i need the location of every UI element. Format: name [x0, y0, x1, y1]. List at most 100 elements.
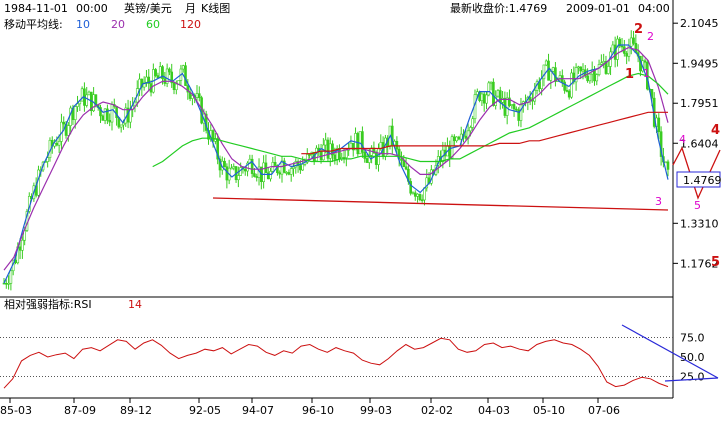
- rsi-tick-label: 50.0: [680, 351, 705, 364]
- chart-header: 1984-11-01 00:00 英镑/美元 月 K线图 最新收盘价:1.476…: [4, 1, 670, 15]
- last-price-marker: 1.4769: [676, 171, 722, 188]
- candlestick: [554, 62, 557, 87]
- candlestick: [413, 190, 417, 201]
- candlestick: [482, 91, 486, 112]
- chart-period: 月: [185, 2, 196, 15]
- candlestick: [609, 47, 612, 76]
- candlestick: [237, 166, 240, 188]
- rsi-legend-period: 14: [128, 298, 142, 311]
- candlestick: [243, 167, 247, 176]
- rsi-series: [3, 337, 669, 389]
- wave-label-red-4: 4: [711, 123, 720, 138]
- candlestick: [515, 106, 518, 112]
- time-tick-label: 87-09: [64, 404, 96, 417]
- candlestick: [57, 134, 61, 153]
- candlestick: [508, 89, 511, 108]
- rsi-tick-label: 25.0: [680, 371, 705, 384]
- candlestick: [85, 86, 89, 108]
- candlestick: [377, 143, 380, 172]
- time-tick-label: 85-03: [0, 404, 32, 417]
- candlestick: [423, 187, 426, 206]
- candlestick: [519, 97, 523, 128]
- candlestick: [87, 90, 91, 96]
- candlestick: [108, 113, 111, 127]
- candlestick: [90, 91, 93, 116]
- candlestick: [466, 123, 470, 145]
- rsi-triangle-trendlines: [621, 324, 719, 382]
- candlestick: [170, 63, 174, 88]
- price-y-axis: 2.1045 1.9495 1.7951 1.6404 1.3310 1.1762: [673, 17, 719, 270]
- time-tick-label: 05-10: [533, 404, 565, 417]
- candlestick: [345, 148, 348, 167]
- candlestick: [260, 166, 263, 190]
- time-tick-label: 92-05: [189, 404, 221, 417]
- candlestick: [411, 191, 415, 195]
- candlestick: [351, 142, 355, 157]
- candlestick: [533, 82, 537, 105]
- ma-legend: 移动平均线: 10 20 60 120: [4, 17, 201, 31]
- candlestick: [494, 90, 497, 110]
- candlestick: [356, 131, 360, 157]
- candlestick: [172, 81, 176, 95]
- candlestick: [503, 91, 507, 119]
- candlestick: [7, 275, 10, 290]
- candlestick: [69, 105, 72, 135]
- candlestick: [400, 151, 403, 168]
- candlestick: [604, 55, 608, 75]
- start-date: 1984-11-01: [4, 2, 68, 15]
- candlestick: [340, 152, 344, 161]
- ma-line-20: [3, 46, 669, 271]
- candlestick: [67, 122, 70, 142]
- wave-labels: 2 1 4 5 2 1 4 3 5: [625, 22, 720, 270]
- candlestick: [232, 163, 236, 171]
- candlestick: [567, 89, 571, 100]
- candlestick: [361, 126, 364, 158]
- candlestick: [273, 155, 277, 166]
- start-time: 00:00: [76, 2, 108, 15]
- candlestick: [657, 113, 661, 140]
- rsi-y-axis: 75.0 50.0 25.0: [680, 332, 705, 384]
- candlestick: [535, 79, 539, 95]
- candlestick: [21, 236, 24, 259]
- candlestick: [625, 51, 628, 65]
- candlestick: [485, 91, 488, 110]
- rsi-legend-label: 相对强弱指标:RSI: [4, 297, 92, 311]
- price-tick-label: 1.7951: [680, 97, 719, 110]
- candlestick: [547, 53, 550, 81]
- candlestick: [606, 60, 610, 75]
- ma-legend-20: 20: [111, 18, 125, 31]
- time-tick-label: 89-12: [120, 404, 152, 417]
- candlesticks: [2, 30, 670, 291]
- candlestick: [602, 53, 605, 69]
- candlestick: [611, 41, 615, 53]
- candlestick: [349, 135, 353, 150]
- candlestick: [319, 143, 323, 164]
- candlestick: [262, 155, 265, 189]
- candlestick: [492, 78, 495, 107]
- time-tick-label: 96-10: [302, 404, 334, 417]
- candlestick: [308, 153, 311, 159]
- price-tick-label: 1.3310: [680, 217, 719, 230]
- time-tick-label: 02-02: [421, 404, 453, 417]
- wave-label-magenta-5: 5: [694, 199, 701, 212]
- time-tick-label: 94-07: [242, 404, 274, 417]
- candlestick: [145, 69, 148, 87]
- candlestick: [152, 63, 155, 94]
- candlestick: [370, 145, 373, 164]
- rsi-gridlines: [0, 337, 673, 377]
- wave-label-red-1: 1: [625, 67, 634, 82]
- candlestick: [46, 151, 49, 168]
- candlestick: [287, 169, 291, 176]
- candlestick: [528, 91, 532, 106]
- candlestick: [480, 91, 484, 106]
- end-date: 2009-01-01: [566, 2, 630, 15]
- candlestick: [278, 170, 282, 179]
- candlestick: [250, 154, 254, 178]
- main-panel-frame: [0, 0, 674, 399]
- candlestick: [643, 58, 647, 71]
- time-tick-label: 99-03: [360, 404, 392, 417]
- candlestick: [409, 178, 412, 196]
- candlestick: [289, 165, 293, 182]
- candlestick: [623, 39, 626, 57]
- ma-legend-60: 60: [146, 18, 160, 31]
